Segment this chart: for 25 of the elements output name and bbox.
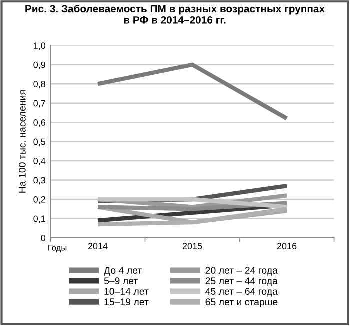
y-tick-label: 0,3 (34, 177, 46, 185)
y-tick-label: 0,5 (34, 138, 46, 146)
x-tick-label: 2016 (277, 243, 297, 250)
legend-label: 10–14 лет (104, 288, 149, 296)
y-tick-label: 0,8 (34, 81, 46, 89)
legend-label: 45 лет – 64 года (206, 288, 278, 297)
y-tick-label: 0,9 (34, 62, 46, 70)
legend-label: До 4 лет (104, 267, 142, 276)
y-tick-label: 0,2 (34, 196, 46, 204)
y-tick-label: 0 (41, 234, 46, 242)
x-axis-title: Годы (48, 244, 67, 252)
legend-label: 5–9 лет (104, 278, 138, 285)
legend-label: 15–19 лет (104, 298, 149, 306)
y-axis-title: На 100 тыс. населения (18, 90, 26, 193)
legend-label: 65 лет и старше (206, 298, 278, 308)
y-tick-label: 0,6 (34, 120, 46, 127)
legend-label: 20 лет – 24 года (206, 267, 278, 276)
x-tick-label: 2015 (182, 243, 202, 250)
chart-title: Рис. 3. Заболеваемость ПМ в разных возрастных группах в РФ в 2014–2016 гг. (26, 4, 325, 24)
x-tick-label: 2014 (88, 243, 108, 250)
y-tick-label: 1,0 (34, 42, 46, 50)
y-tick-label: 0,4 (34, 158, 46, 166)
y-tick-label: 0,1 (34, 216, 46, 224)
legend-label: 25 лет – 44 года (206, 278, 278, 286)
y-tick-label: 0,7 (34, 100, 46, 108)
